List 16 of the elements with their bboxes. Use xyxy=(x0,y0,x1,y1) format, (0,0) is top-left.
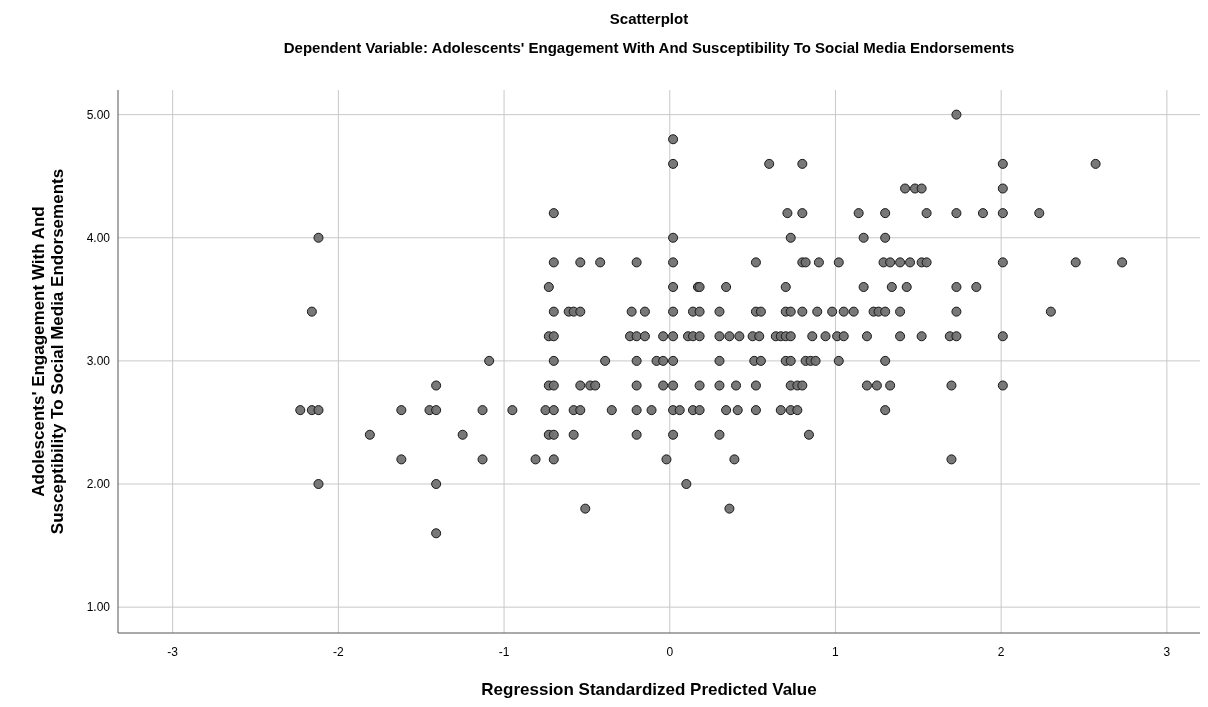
chart-subtitle: Dependent Variable: Adolescents' Engagement With And Susceptibility To Social Media Endorsements xyxy=(283,39,1015,56)
x-axis-title: Regression Standardized Predicted Value xyxy=(481,680,817,699)
y-tick-label: 1.00 xyxy=(86,600,111,615)
x-tick-label: -1 xyxy=(498,645,510,659)
y-tick-label: 4.00 xyxy=(86,230,111,245)
x-tick-label: -3 xyxy=(167,645,179,659)
x-tick-label: 1 xyxy=(832,645,840,659)
x-tick-label: 2 xyxy=(997,645,1005,659)
y-tick-label: 5.00 xyxy=(86,107,111,122)
y-tick-label: 2.00 xyxy=(86,477,111,492)
x-tick-label: 0 xyxy=(666,645,674,659)
x-tick-label: 3 xyxy=(1163,645,1171,659)
x-tick-label: -2 xyxy=(333,645,345,659)
chart-title: Scatterplot xyxy=(609,10,689,27)
y-tick-label: 3.00 xyxy=(86,353,111,368)
y-axis-title: Adolescents' Engagement With And Susceptibility To Social Media Endorsements xyxy=(29,168,67,535)
